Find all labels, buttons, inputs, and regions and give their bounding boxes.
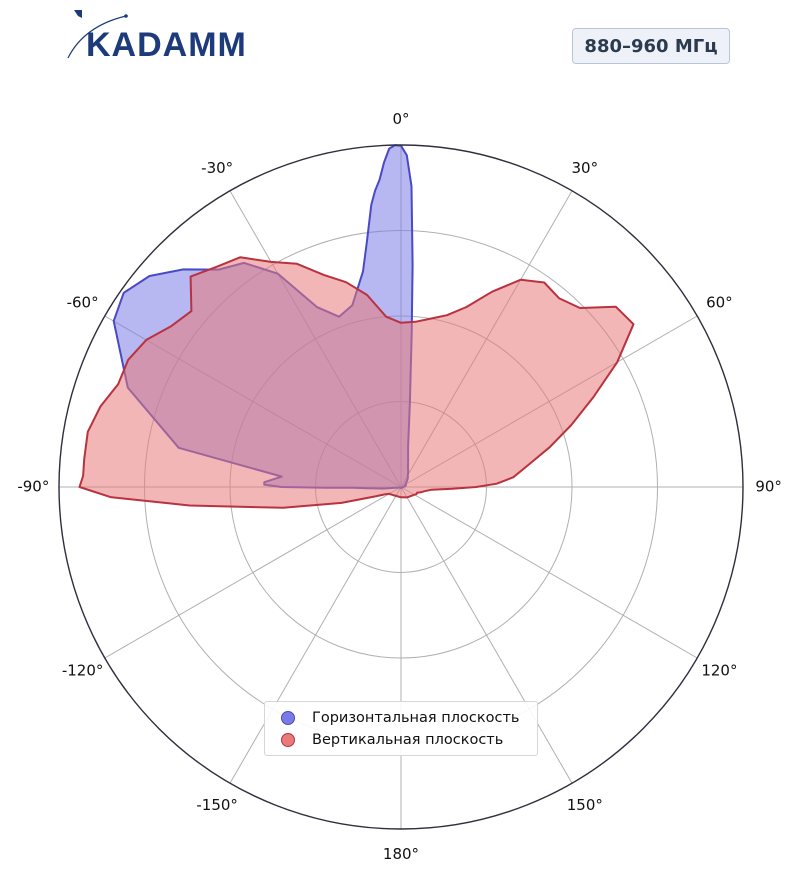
logo-mark — [74, 10, 82, 18]
frequency-badge: 880–960 МГц — [572, 28, 730, 64]
legend-item-vertical: Вертикальная плоскость — [281, 729, 503, 751]
legend-marker-horizontal — [281, 711, 295, 725]
polar-frame — [58, 144, 744, 830]
angle-tick-label-2: 60° — [706, 294, 733, 312]
angular-gridline-4 — [400, 486, 698, 659]
angular-gridline-5 — [400, 486, 573, 784]
angle-tick-label-7: -150° — [196, 796, 238, 814]
logo-wordmark: KADAMM — [86, 26, 247, 62]
angle-tick-label-11: -30° — [201, 159, 233, 177]
angle-tick-label-0: 0° — [392, 110, 409, 128]
angle-tick-label-1: 30° — [572, 159, 599, 177]
series-area-1 — [78, 256, 635, 509]
legend-label-vertical: Вертикальная плоскость — [312, 732, 504, 748]
legend-marker-vertical — [281, 733, 295, 747]
angle-tick-label-4: 120° — [701, 661, 737, 679]
kadamm-logo: KADAMM — [67, 10, 247, 62]
angular-gridline-7 — [229, 486, 402, 784]
legend-item-horizontal: Горизонтальная плоскость — [281, 707, 519, 729]
frequency-badge-text: 880–960 МГц — [584, 35, 718, 57]
angle-tick-label-10: -60° — [67, 294, 99, 312]
angle-tick-label-3: 90° — [755, 478, 782, 496]
legend-label-horizontal: Горизонтальная плоскость — [312, 710, 520, 726]
angle-tick-label-8: -120° — [62, 661, 104, 679]
chart-legend: Горизонтальная плоскость Вертикальная пл… — [264, 701, 538, 756]
angle-tick-label-5: 150° — [567, 796, 603, 814]
angular-gridline-8 — [104, 486, 402, 659]
angle-tick-label-6: 180° — [383, 845, 419, 863]
angle-tick-label-9: -90° — [17, 478, 49, 496]
logo-swoosh — [67, 15, 127, 59]
logo-dot — [124, 14, 128, 18]
